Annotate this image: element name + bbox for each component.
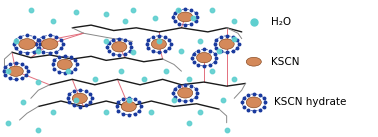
Ellipse shape [246,97,261,108]
Ellipse shape [121,101,136,112]
Ellipse shape [72,93,87,103]
Ellipse shape [178,88,193,98]
Ellipse shape [57,59,72,70]
Ellipse shape [8,66,23,76]
Ellipse shape [41,39,58,49]
Text: KSCN hydrate: KSCN hydrate [274,97,347,107]
Text: H₂O: H₂O [271,17,291,27]
Ellipse shape [151,39,166,49]
Ellipse shape [112,42,127,52]
Ellipse shape [197,52,212,63]
Ellipse shape [19,39,35,49]
Ellipse shape [178,12,193,22]
Ellipse shape [219,39,234,49]
Ellipse shape [246,57,261,66]
Text: KSCN: KSCN [271,57,299,67]
